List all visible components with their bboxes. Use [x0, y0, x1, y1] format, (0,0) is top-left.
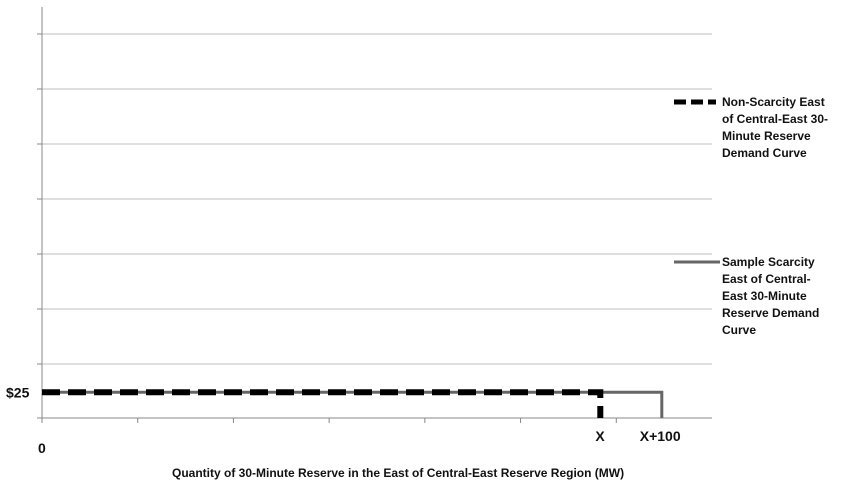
- y-tick-label-25: $25: [6, 384, 30, 400]
- legend-label-scarcity: Sample Scarcity East of Central- East 30…: [722, 255, 823, 337]
- tick-labels: $25 0 X X+100: [6, 384, 681, 456]
- legend-label-line: Demand Curve: [722, 146, 807, 160]
- legend-label-line: Sample Scarcity: [722, 255, 815, 269]
- legend-label-line: Reserve Demand: [722, 306, 819, 320]
- series-non-scarcity-line: [42, 389, 604, 418]
- series-lines: [42, 389, 664, 418]
- x-tick-label-x: X: [595, 428, 605, 444]
- x-tick-label-0: 0: [38, 440, 46, 456]
- legend: Non-Scarcity East of Central-East 30- Mi…: [674, 95, 831, 337]
- legend-label-non-scarcity: Non-Scarcity East of Central-East 30- Mi…: [722, 95, 831, 160]
- gridlines: [42, 33, 712, 365]
- legend-label-line: Minute Reserve: [722, 129, 811, 143]
- axes: [37, 7, 712, 423]
- x-axis-title: Quantity of 30-Minute Reserve in the Eas…: [172, 466, 624, 480]
- legend-label-line: East 30-Minute: [722, 289, 807, 303]
- legend-label-line: Non-Scarcity East: [722, 95, 825, 109]
- legend-label-line: East of Central-: [722, 272, 811, 286]
- legend-label-line: Curve: [722, 323, 756, 337]
- series-scarcity-line: [42, 390, 664, 418]
- legend-label-line: of Central-East 30-: [722, 112, 828, 126]
- x-tick-label-x-plus-100: X+100: [640, 428, 681, 444]
